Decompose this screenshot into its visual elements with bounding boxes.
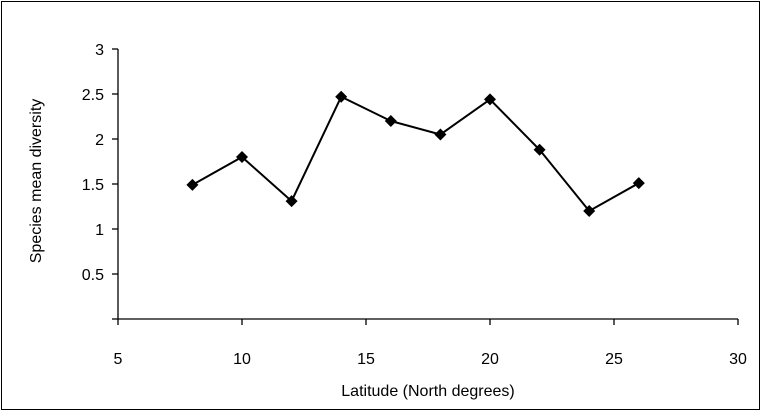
x-tick-label: 30 xyxy=(729,351,747,368)
x-tick-label: 20 xyxy=(481,351,499,368)
x-axis-title: Latitude (North degrees) xyxy=(341,383,514,400)
data-point-marker xyxy=(236,151,248,163)
y-axis-ticks: 0.5 1 1.5 2 2.5 3 xyxy=(82,42,118,320)
series-line xyxy=(191,95,640,213)
data-point-marker xyxy=(484,93,496,106)
data-point-marker xyxy=(632,177,645,190)
y-tick-label: 3 xyxy=(95,42,104,59)
data-point-marker xyxy=(384,115,397,127)
data-point-marker xyxy=(583,205,596,217)
data-point-marker xyxy=(533,143,546,156)
data-point-marker xyxy=(335,90,348,103)
x-axis-ticks: 5 10 15 20 25 30 xyxy=(114,319,747,368)
y-axis-title: Species mean diversity xyxy=(28,99,45,264)
y-tick-label: 1 xyxy=(95,222,104,239)
data-point-marker xyxy=(434,128,447,141)
x-tick-label: 10 xyxy=(233,351,251,368)
y-tick-label: 1.5 xyxy=(82,177,104,194)
axes xyxy=(117,49,738,320)
x-tick-label: 15 xyxy=(357,351,375,368)
series-line-group xyxy=(191,95,640,213)
data-point-marker xyxy=(285,195,298,208)
data-markers xyxy=(186,90,645,217)
x-tick-label: 25 xyxy=(605,351,623,368)
y-tick-label: 2 xyxy=(95,132,104,149)
data-point-marker xyxy=(186,178,199,191)
y-tick-label: 2.5 xyxy=(82,87,104,104)
x-tick-label: 5 xyxy=(114,351,123,368)
y-tick-label: 0.5 xyxy=(82,267,104,284)
